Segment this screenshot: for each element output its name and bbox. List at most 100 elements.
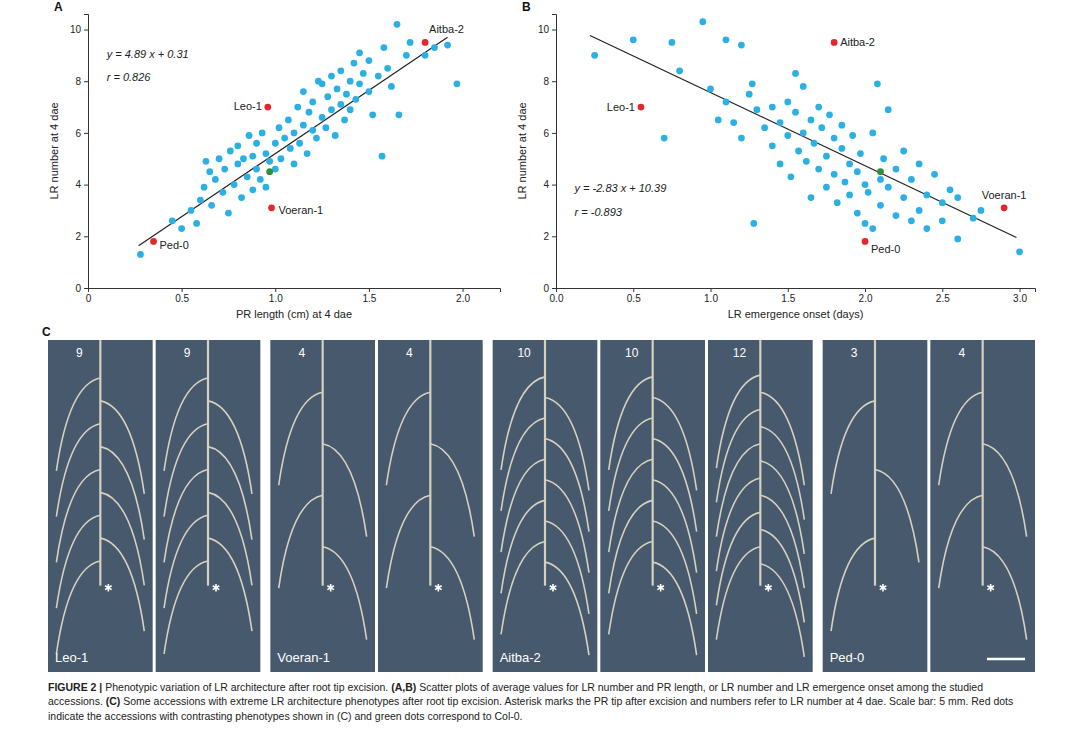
tick-label: 0.5 bbox=[627, 293, 641, 304]
data-point bbox=[954, 236, 961, 243]
lateral-root bbox=[939, 495, 983, 588]
plot-area bbox=[590, 18, 1023, 255]
data-point bbox=[249, 153, 256, 160]
lateral-root bbox=[760, 392, 804, 485]
caption-text: (C) bbox=[106, 695, 121, 707]
lateral-root bbox=[208, 401, 252, 494]
tick-mark bbox=[84, 81, 88, 82]
tick-mark bbox=[552, 30, 556, 31]
tick: 3.0 bbox=[1013, 288, 1027, 304]
data-point bbox=[285, 117, 292, 124]
data-point bbox=[874, 80, 881, 87]
lateral-roots bbox=[939, 392, 1027, 639]
primary-root bbox=[207, 340, 209, 586]
tick-label: 0 bbox=[86, 293, 92, 304]
pr-tip-asterisk bbox=[765, 584, 772, 592]
data-point bbox=[394, 21, 401, 28]
data-point bbox=[750, 220, 757, 227]
lateral-root bbox=[208, 447, 252, 540]
lateral-root bbox=[100, 401, 144, 494]
lateral-root bbox=[760, 495, 804, 588]
lateral-root bbox=[386, 495, 430, 588]
tick-label: 2.5 bbox=[936, 293, 950, 304]
data-point bbox=[201, 184, 208, 191]
data-point bbox=[784, 132, 791, 139]
data-point bbox=[669, 39, 676, 46]
data-point bbox=[746, 91, 753, 98]
data-point bbox=[846, 161, 853, 168]
tick-mark bbox=[84, 288, 88, 289]
data-point bbox=[219, 189, 226, 196]
data-point bbox=[444, 42, 451, 49]
data-point bbox=[877, 168, 884, 175]
point-label: Voeran-1 bbox=[982, 189, 1027, 201]
data-point bbox=[877, 202, 884, 209]
data-point bbox=[347, 78, 354, 85]
lateral-root bbox=[501, 459, 545, 552]
data-point bbox=[869, 225, 876, 232]
scale-bar bbox=[987, 658, 1025, 661]
data-point bbox=[388, 83, 395, 90]
tick-label: 10 bbox=[538, 24, 550, 35]
lateral-roots bbox=[609, 377, 697, 655]
lateral-roots bbox=[501, 377, 589, 655]
tick-mark bbox=[84, 30, 88, 31]
image-tile: 12 bbox=[708, 340, 813, 672]
data-point bbox=[328, 73, 335, 80]
data-point bbox=[287, 145, 294, 152]
pr-tip-asterisk bbox=[435, 584, 442, 592]
data-point bbox=[885, 184, 892, 191]
fit-line bbox=[590, 36, 1016, 238]
point-label: Ped-0 bbox=[160, 239, 189, 251]
data-point bbox=[238, 194, 245, 201]
data-point bbox=[834, 199, 841, 206]
lateral-root bbox=[545, 521, 589, 614]
tick: 6 bbox=[75, 128, 88, 139]
data-point bbox=[266, 168, 273, 175]
data-point bbox=[900, 148, 907, 155]
tick: 8 bbox=[75, 76, 88, 87]
data-point bbox=[885, 106, 892, 113]
x-axis: 0.00.51.01.52.02.53.0 bbox=[550, 288, 1036, 304]
data-point bbox=[221, 166, 228, 173]
tick-mark bbox=[552, 81, 556, 82]
y-axis: 0246810 bbox=[70, 15, 89, 294]
data-point bbox=[266, 158, 273, 165]
tick-mark bbox=[182, 288, 183, 292]
lateral-root bbox=[716, 547, 760, 640]
primary-root bbox=[429, 340, 431, 586]
data-point bbox=[300, 122, 307, 129]
pr-tip-asterisk bbox=[550, 584, 557, 592]
tick-label: 2.0 bbox=[456, 293, 470, 304]
lateral-root bbox=[164, 424, 208, 517]
y-axis-title: LR number at 4 dae bbox=[48, 102, 60, 199]
lateral-root bbox=[760, 427, 804, 520]
image-background bbox=[493, 340, 598, 672]
lr-count: 4 bbox=[406, 346, 413, 360]
data-point bbox=[939, 199, 946, 206]
data-point bbox=[263, 184, 270, 191]
data-point bbox=[715, 117, 722, 124]
tick-mark bbox=[633, 288, 634, 292]
tick: 1.5 bbox=[781, 288, 795, 304]
tick-label: 6 bbox=[543, 128, 549, 139]
lateral-root bbox=[164, 515, 208, 608]
data-point bbox=[777, 119, 784, 126]
tick-mark bbox=[1020, 288, 1021, 292]
tick-mark bbox=[275, 288, 276, 292]
lateral-root bbox=[831, 538, 875, 631]
lateral-root bbox=[760, 564, 804, 657]
lateral-root bbox=[653, 439, 697, 532]
data-point bbox=[900, 194, 907, 201]
x-axis-title: LR emergence onset (days) bbox=[728, 308, 864, 320]
data-point bbox=[231, 181, 238, 188]
lr-count: 4 bbox=[958, 346, 965, 360]
primary-root bbox=[874, 340, 876, 586]
primary-root bbox=[99, 340, 101, 586]
lateral-roots bbox=[386, 392, 474, 639]
data-point bbox=[862, 181, 869, 188]
pr-tip-asterisk bbox=[213, 584, 220, 592]
tick-label: 10 bbox=[70, 24, 82, 35]
data-point bbox=[379, 153, 386, 160]
x-axis-title: PR length (cm) at 4 dae bbox=[236, 308, 352, 320]
